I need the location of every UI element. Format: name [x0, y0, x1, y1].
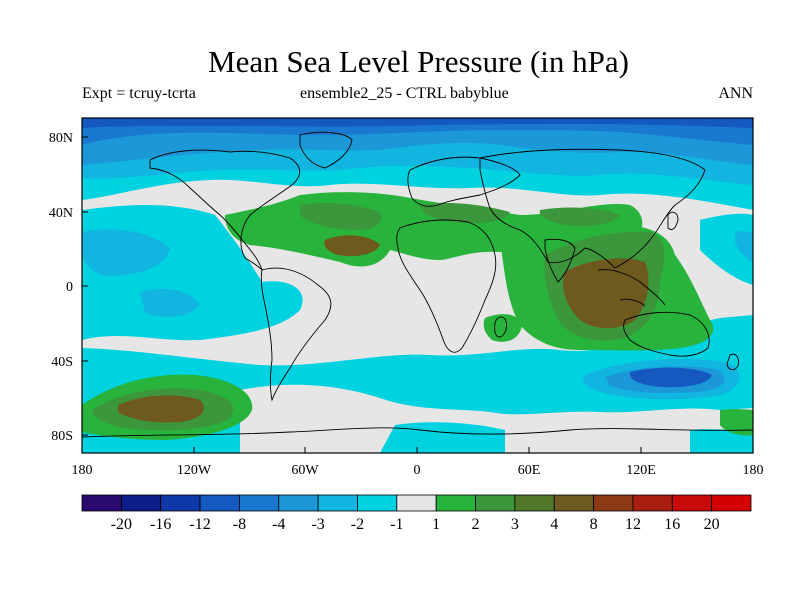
colorbar-label: 2: [472, 516, 480, 533]
y-tick-label: 80N: [49, 131, 73, 146]
colorbar-swatch: [475, 494, 516, 512]
india-outline: [544, 238, 576, 283]
colorbar-swatch: [396, 494, 437, 512]
east-pacific-low-contour-2: [735, 231, 753, 262]
y-axis-ticks: [82, 136, 88, 436]
southern-ocean-low-contour-5: [629, 367, 712, 388]
north-atlantic-eurasia-high-contour-2: [300, 202, 382, 230]
colorbar-label: -20: [111, 516, 132, 533]
x-tick-label: 120W: [177, 463, 212, 478]
madagascar-outline: [494, 316, 507, 338]
north-atlantic-eurasia-high-contour-5: [539, 207, 620, 227]
x-tick-label: 60W: [291, 463, 319, 478]
x-tick-label: 0: [414, 463, 421, 478]
colorbar-swatch: [278, 494, 319, 512]
north-atlantic-eurasia-high-contour-4: [420, 202, 510, 224]
pacific-tropical-low-contour-2: [82, 229, 170, 276]
colorbar-label: -16: [150, 516, 171, 533]
y-tick-label: 0: [66, 280, 73, 295]
colorbar-label: -12: [189, 516, 210, 533]
south-atlantic-low-contour: [380, 422, 505, 453]
colorbar-swatch: [671, 494, 713, 512]
indian-ocean-high-contour-3: [563, 258, 649, 329]
colorbar-swatch: [632, 494, 673, 512]
experiment-label: Expt = tcruy-tcrta: [82, 85, 196, 102]
colorbar-swatch: [239, 494, 280, 512]
colorbar-label: 12: [625, 516, 641, 533]
arctic-low-contour-5: [82, 118, 753, 128]
australia-outline: [623, 311, 710, 357]
colorbar-swatch: [711, 494, 752, 512]
x-tick-label: 180: [743, 463, 764, 478]
colorbar-label: 1: [432, 516, 440, 533]
x-tick-label: 60E: [518, 463, 541, 478]
north-america-outline: [149, 149, 301, 271]
north-atlantic-eurasia-high-contour-3: [324, 235, 380, 257]
y-tick-label: 40S: [51, 355, 73, 370]
colorbar-swatch: [593, 494, 634, 512]
colorbar-label: -8: [233, 516, 246, 533]
colorbar-label: 3: [511, 516, 519, 533]
plot-title: Mean Sea Level Pressure (in hPa): [208, 44, 629, 79]
x-tick-label: 120E: [626, 463, 656, 478]
colorbar: -20 -16 -12 -8 -4 -3 -2 -1 1 2 3 4 8 12 16 20: [81, 494, 752, 533]
colorbar-swatch: [160, 494, 201, 512]
colorbar-swatch: [81, 494, 122, 512]
colorbar-label: 16: [664, 516, 680, 533]
x-axis-ticks: [81, 447, 754, 453]
colorbar-label: 8: [590, 516, 598, 533]
colorbar-swatch: [120, 494, 162, 512]
greenland-outline: [299, 131, 353, 169]
antarctic-high-contour: [720, 409, 753, 436]
antarctica-outline: [82, 427, 753, 438]
asia-outline: [479, 148, 706, 269]
colorbar-swatch: [317, 494, 358, 512]
new-zealand-outline: [726, 353, 739, 371]
contour-field: [82, 118, 753, 453]
colorbar-swatch: [357, 494, 398, 512]
pacific-tropical-low-contour-3: [140, 288, 200, 317]
colorbar-swatch: [514, 494, 555, 512]
colorbar-swatch: [553, 494, 594, 512]
x-tick-label: 180: [72, 463, 93, 478]
colorbar-swatch: [435, 494, 476, 512]
japan-outline: [667, 211, 679, 231]
colorbar-label: -4: [272, 516, 285, 533]
ensemble-label: ensemble2_25 - CTRL babyblue: [300, 85, 509, 102]
africa-outline: [396, 219, 497, 353]
y-tick-label: 80S: [51, 429, 73, 444]
madagascar-high-contour: [483, 314, 522, 342]
southeast-asia-islands-outline: [597, 269, 666, 307]
antarctic-low-contour: [690, 429, 753, 453]
continent-outlines: [82, 131, 753, 438]
colorbar-label: -1: [390, 516, 403, 533]
colorbar-label: -2: [351, 516, 364, 533]
colorbar-swatch: [199, 494, 240, 512]
colorbar-label: -3: [311, 516, 324, 533]
south-pacific-high-contour-3: [118, 395, 204, 423]
southern-ocean-low-contour-2: [240, 384, 753, 453]
season-label: ANN: [718, 85, 753, 102]
colorbar-label: 20: [704, 516, 720, 533]
y-tick-label: 40N: [49, 206, 73, 221]
south-america-outline: [260, 267, 332, 402]
colorbar-label: 4: [550, 516, 558, 533]
